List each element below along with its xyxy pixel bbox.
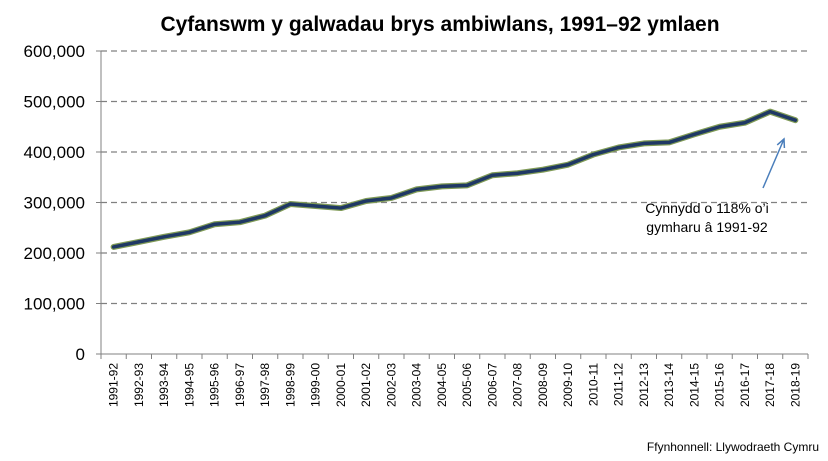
x-tick-label: 1991-92 [107, 363, 121, 407]
x-tick-label: 1993-94 [157, 363, 171, 407]
x-tick-label: 1997-98 [258, 363, 272, 407]
axes [96, 50, 809, 359]
data-point [415, 187, 419, 191]
x-tick-label: 2004-05 [435, 363, 449, 407]
x-tick-label: 2001-02 [359, 363, 373, 407]
x-tick-label: 2012-13 [637, 363, 651, 407]
x-tick-label: 1999-00 [309, 363, 323, 407]
x-tick-label: 2017-18 [763, 363, 777, 407]
x-tick-label: 2006-07 [485, 363, 499, 407]
x-tick-label: 2015-16 [713, 363, 727, 407]
y-tick-label: 400,000 [24, 143, 85, 162]
y-tick-label: 600,000 [24, 42, 85, 61]
x-tick-label: 1998-99 [283, 363, 297, 407]
x-tick-label: 2016-17 [738, 363, 752, 407]
data-point [718, 125, 722, 129]
data-point [112, 245, 116, 249]
data-point [263, 214, 267, 218]
x-tick-label: 2009-10 [561, 363, 575, 407]
x-tick-label: 1996-97 [233, 363, 247, 407]
x-tick-label: 2011-12 [612, 363, 626, 406]
annotation-arrow [762, 138, 785, 189]
y-tick-label: 100,000 [24, 295, 85, 314]
data-point [364, 199, 368, 203]
chart-title: Cyfanswm y galwadau brys ambiwlans, 1991… [160, 13, 719, 36]
x-tick-label: 2000-01 [334, 363, 348, 407]
data-point [617, 145, 621, 149]
x-tick-label: 2002-03 [384, 363, 398, 407]
series-line [111, 109, 798, 249]
data-point [339, 206, 343, 210]
x-tick-label: 2014-15 [687, 363, 701, 407]
data-point [490, 173, 494, 177]
data-point [516, 171, 520, 175]
source-note: Ffynhonnell: Llywodraeth Cymru [647, 440, 819, 454]
data-point [288, 202, 292, 206]
series-layer [110, 108, 799, 250]
data-point [162, 235, 166, 239]
data-point [768, 110, 772, 114]
data-point [692, 132, 696, 136]
x-tick-label: 2008-09 [536, 363, 550, 407]
data-point [440, 184, 444, 188]
data-point [667, 140, 671, 144]
x-tick-label: 2007-08 [511, 363, 525, 407]
data-point [213, 222, 217, 226]
data-point [793, 118, 797, 122]
data-point [314, 204, 318, 208]
x-tick-label: 1994-95 [182, 363, 196, 407]
annotation: Cynnydd o 118% o’i gymharu â 1991-92 [645, 137, 786, 235]
annotation-arrowhead [776, 137, 786, 149]
data-point [541, 168, 545, 172]
data-point [238, 220, 242, 224]
data-point [389, 196, 393, 200]
y-tick-label: 200,000 [24, 244, 85, 263]
data-point [743, 121, 747, 125]
data-point [187, 230, 191, 234]
gridlines [101, 50, 808, 305]
x-tick-label: 2003-04 [410, 363, 424, 407]
x-tick-label: 1992-93 [132, 363, 146, 407]
data-point [591, 153, 595, 157]
data-point [642, 141, 646, 145]
y-tick-label: 300,000 [24, 194, 85, 213]
data-point [566, 163, 570, 167]
x-axis-ticks: 1991-92 1992-93 1993-94 1994-95 1995-96 1996-… [107, 363, 803, 407]
x-tick-label: 2018-19 [788, 363, 802, 407]
x-tick-label: 2013-14 [662, 363, 676, 407]
x-tick-label: 2010-11 [586, 363, 600, 406]
annotation-line-2: gymharu â 1991-92 [646, 219, 768, 235]
data-point [465, 183, 469, 187]
annotation-line-1: Cynnydd o 118% o’i [645, 200, 768, 216]
y-tick-label: 500,000 [24, 93, 85, 112]
x-tick-label: 2005-06 [460, 363, 474, 407]
x-tick-label: 1995-96 [208, 363, 222, 407]
data-point [137, 240, 141, 244]
y-axis-ticks: 0 100,000 200,000 300,000 400,000 500,000 600,… [24, 42, 85, 364]
y-tick-label: 0 [76, 345, 85, 364]
